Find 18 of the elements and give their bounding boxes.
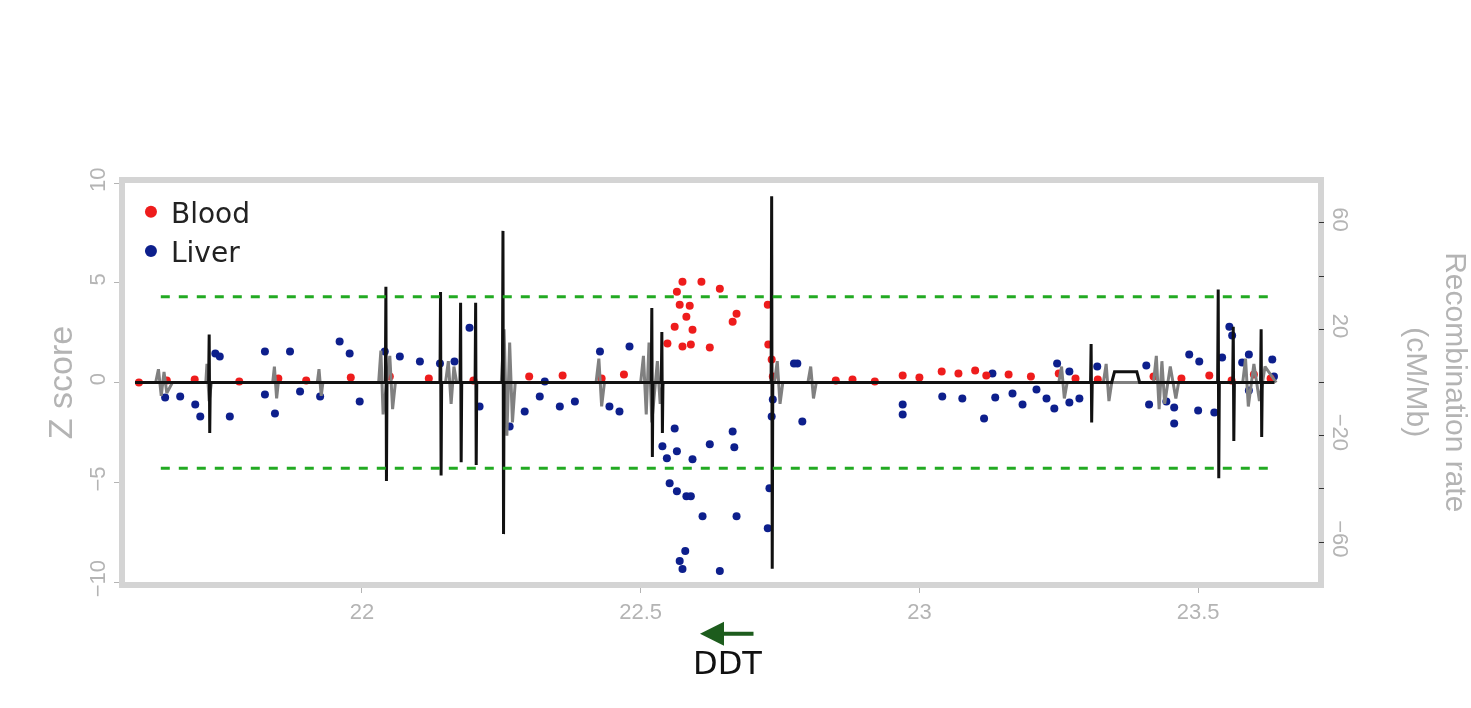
y-tick-label: −5 (85, 466, 111, 492)
text: DDT (693, 644, 763, 682)
y-tick-label: 5 (85, 273, 111, 286)
y-tick-label: −10 (85, 560, 111, 598)
x-tick-label: 22 (349, 599, 375, 625)
y2-tick-label: 60 (1327, 207, 1353, 232)
y2-tick-label: 20 (1327, 313, 1353, 339)
y2-tick-label: −20 (1327, 413, 1353, 452)
x-tick-label: 22.5 (619, 599, 663, 625)
y-axis-title: Z score (41, 325, 80, 440)
y2-tick-label: −60 (1327, 520, 1353, 558)
y2-axis-title: Recombination rate (cM/Mb) (1400, 252, 1471, 513)
legend-label: Liver (170, 236, 241, 270)
x-tick-label: 23.5 (1176, 599, 1220, 625)
x-tick-label: 23 (907, 599, 932, 625)
legend-label: Blood (170, 196, 250, 230)
y-tick-label: 10 (85, 167, 111, 192)
y-tick-label: 0 (85, 373, 111, 386)
